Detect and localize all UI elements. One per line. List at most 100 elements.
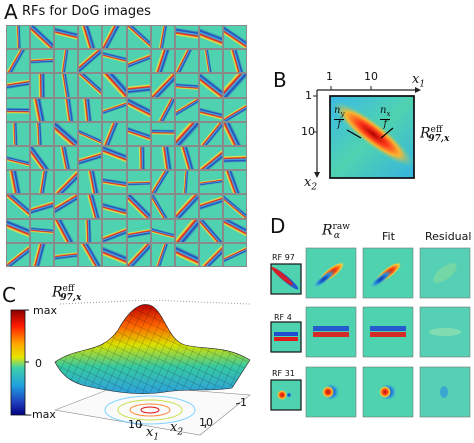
- rf-tile: [7, 195, 30, 218]
- panel-c-figure: [10, 300, 251, 436]
- rf-tile: [79, 195, 102, 218]
- rf-tile: [223, 147, 246, 170]
- rf-tile: [151, 195, 174, 218]
- b-y-arrow-icon: [314, 172, 320, 178]
- panel-a-title: RFs for DoG images: [22, 4, 151, 19]
- c-x2-tick-1: 1: [240, 396, 247, 409]
- d-rf31-raw: [305, 366, 357, 418]
- rf-tile: [223, 26, 246, 49]
- rf-tile: [31, 147, 54, 170]
- rf-tile: [55, 26, 78, 49]
- rf-tile: [31, 50, 54, 73]
- rf-tile: [199, 219, 222, 242]
- d-col-residual: Residual: [425, 230, 472, 243]
- rf-tile: [223, 243, 246, 266]
- b-rf-label: Reff97,x: [420, 125, 450, 145]
- rf-tile: [223, 98, 246, 121]
- rf-tile: [175, 243, 198, 266]
- rf-tile: [199, 122, 222, 145]
- rf-tile: [103, 219, 126, 242]
- rf-tile: [223, 219, 246, 242]
- rf-tile: [175, 74, 198, 97]
- rf-tile: [223, 74, 246, 97]
- rf-tile: [175, 195, 198, 218]
- rf-tile: [127, 98, 150, 121]
- rf-tile: [31, 195, 54, 218]
- d-rf97-raw: [305, 247, 357, 299]
- rf-tile: [31, 26, 54, 49]
- rf-tile: [7, 26, 30, 49]
- rf-tile: [79, 98, 102, 121]
- c-colorbar-zero: 0: [35, 357, 42, 370]
- rf-tile: [103, 98, 126, 121]
- rf-tile: [127, 50, 150, 73]
- rf-tile: [7, 219, 30, 242]
- rf-tile: [55, 122, 78, 145]
- b-ny-over-f: ny f: [334, 105, 345, 130]
- d-rf4-raw: [305, 306, 357, 358]
- rf-tile: [31, 171, 54, 194]
- rf-tile: [7, 50, 30, 73]
- rf-tile: [127, 26, 150, 49]
- rf-tile: [79, 122, 102, 145]
- d-row-label-4: RF 4: [274, 313, 292, 322]
- c-x1-label: x1: [146, 425, 160, 443]
- rf-tile: [55, 50, 78, 73]
- panel-d-figure: [270, 247, 471, 418]
- b-y-tick-1: 1: [305, 89, 312, 102]
- rf-tile: [79, 219, 102, 242]
- d-rf4-residual: [419, 306, 471, 358]
- rf-tile: [127, 171, 150, 194]
- d-row-label-31: RF 31: [272, 369, 295, 378]
- d-row-label-97: RF 97: [272, 253, 295, 262]
- d-col-fit: Fit: [382, 230, 395, 243]
- d-rf97-fit: [362, 247, 414, 299]
- rf-tile: [79, 147, 102, 170]
- rf-tile: [31, 219, 54, 242]
- rf-tile: [103, 122, 126, 145]
- panel-a-letter: A: [4, 0, 18, 24]
- c-colorbar-min: -max: [28, 408, 56, 421]
- rf-tile: [103, 243, 126, 266]
- rf-tile: [127, 122, 150, 145]
- rf-tile: [79, 50, 102, 73]
- rf-tile: [199, 243, 222, 266]
- rf-tile: [127, 74, 150, 97]
- rf-tile: [223, 195, 246, 218]
- c-x2-tick-10: 10: [199, 416, 213, 429]
- rf-tile: [55, 219, 78, 242]
- rf-tile: [151, 243, 174, 266]
- b-nx-over-f: nx f: [380, 105, 391, 130]
- c-title: Reff97,x: [52, 284, 82, 304]
- b-x-tick-10: 10: [364, 70, 378, 83]
- rf-tile: [7, 122, 30, 145]
- rf-tile: [223, 50, 246, 73]
- rf-tile: [199, 98, 222, 121]
- rf-tile: [151, 219, 174, 242]
- rf-tile: [103, 74, 126, 97]
- c-colorbar-max: max: [33, 304, 57, 317]
- d-rf31-fit: [362, 366, 414, 418]
- rf-tile: [31, 98, 54, 121]
- rf-tile: [55, 195, 78, 218]
- rf-tile: [151, 74, 174, 97]
- rf-tile: [127, 243, 150, 266]
- panel-b-figure: [313, 86, 421, 179]
- rf-tile: [199, 195, 222, 218]
- rf-tile: [55, 98, 78, 121]
- rf-tile: [79, 243, 102, 266]
- d-col-raw: Rrawα: [322, 222, 350, 242]
- b-x-arrow-icon: [415, 87, 421, 93]
- d-rf31-residual: [419, 366, 471, 418]
- rf-tile: [103, 195, 126, 218]
- d-rf4-fit: [362, 306, 414, 358]
- rf-tile: [151, 147, 174, 170]
- rf-grid: [6, 25, 247, 267]
- rf-tile: [175, 171, 198, 194]
- b-x-tick-1: 1: [326, 70, 333, 83]
- rf-tile: [151, 171, 174, 194]
- rf-tile: [151, 122, 174, 145]
- rf-tile: [127, 219, 150, 242]
- rf-tile: [55, 243, 78, 266]
- rf-tile: [223, 122, 246, 145]
